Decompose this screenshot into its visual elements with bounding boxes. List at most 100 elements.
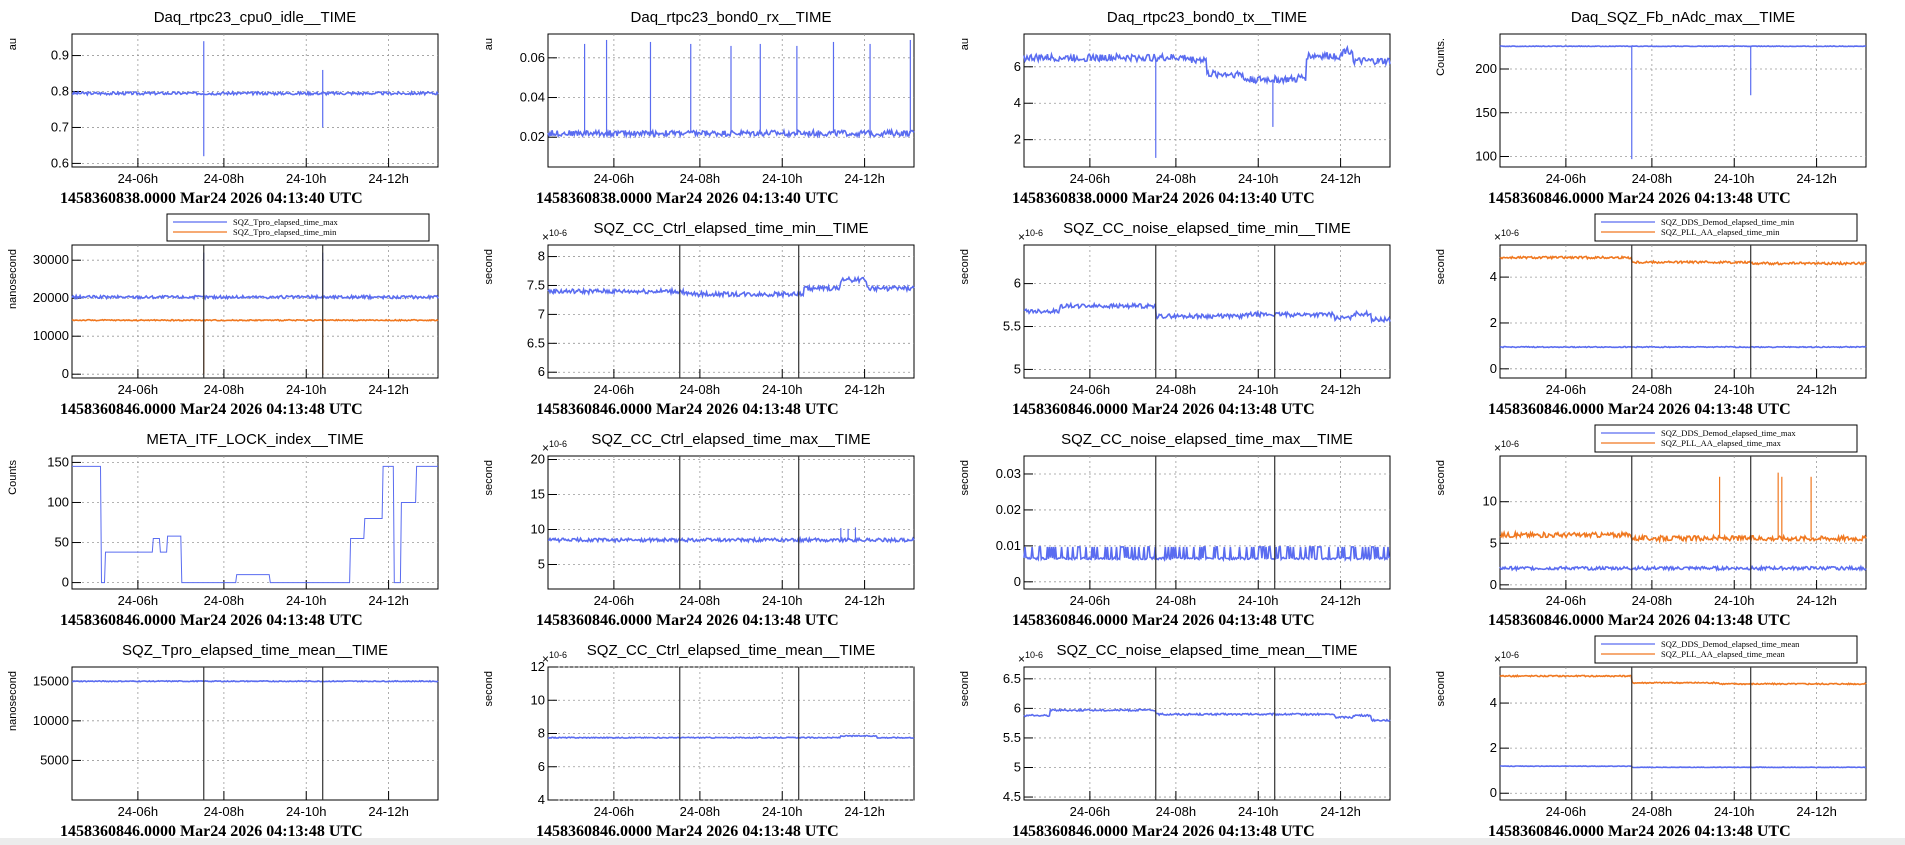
y-axis-label: second xyxy=(959,249,971,284)
x-tick-label: 24-06h xyxy=(594,171,634,186)
y-tick-label: 4 xyxy=(1490,269,1497,284)
y-tick-label: 5 xyxy=(1490,535,1497,550)
x-tick-label: 24-06h xyxy=(1070,593,1110,608)
plot-frame xyxy=(1499,33,1867,168)
y-tick-label: 6 xyxy=(538,759,545,774)
y-axis-label: Counts xyxy=(7,460,19,495)
x-tick-label: 24-08h xyxy=(204,171,244,186)
chart-title: SQZ_Tpro_elapsed_time_mean__TIME xyxy=(122,642,388,659)
y-axis-label: second xyxy=(483,249,495,284)
chart-svg: SQZ_CC_Ctrl_elapsed_time_mean__TIME ×10-6… xyxy=(483,642,915,840)
timestamp-footer: 1458360838.0000 Mar24 2026 04:13:40 UTC xyxy=(1012,190,1315,207)
plot-frame xyxy=(1499,666,1867,801)
timestamp-footer: 1458360846.0000 Mar24 2026 04:13:48 UTC xyxy=(536,612,839,629)
x-tick-label: 24-06h xyxy=(594,382,634,397)
y-exponent-label: ×10-6 xyxy=(1018,650,1043,666)
y-tick-label: 150 xyxy=(1475,105,1497,120)
y-tick-label: 0.6 xyxy=(51,155,69,170)
y-tick-label: 5.5 xyxy=(1003,319,1021,334)
x-tick-label: 24-12h xyxy=(844,382,884,397)
y-tick-label: 4.5 xyxy=(1003,789,1021,804)
y-tick-label: 12 xyxy=(531,659,545,674)
y-axis-label: second xyxy=(1435,671,1447,706)
y-axis-label: au xyxy=(959,38,971,50)
x-tick-label: 24-08h xyxy=(680,171,720,186)
chart-panel: SQZ_CC_Ctrl_elapsed_time_min__TIME ×10-6 6… xyxy=(476,211,952,422)
plot-frame xyxy=(1023,244,1391,379)
series-line xyxy=(1499,673,1867,686)
legend-entry: SQZ_PLL_AA_elapsed_time_min xyxy=(1661,227,1780,237)
y-tick-label: 100 xyxy=(1475,149,1497,164)
x-tick-label: 24-06h xyxy=(118,171,158,186)
y-tick-label: 5.5 xyxy=(1003,730,1021,745)
y-tick-label: 30000 xyxy=(33,252,69,267)
y-tick-label: 0.01 xyxy=(996,538,1021,553)
y-exponent-label: ×10-6 xyxy=(542,439,567,455)
chart-panel: ×10-6 0 5 10 24-06h 24-08h 24-10h 24-12h second S… xyxy=(1428,422,1904,633)
timestamp-footer: 1458360846.0000 Mar24 2026 04:13:48 UTC xyxy=(1012,401,1315,418)
chart-title: Daq_rtpc23_cpu0_idle__TIME xyxy=(154,9,357,26)
chart-title: Daq_rtpc23_bond0_tx__TIME xyxy=(1107,9,1307,26)
series-line xyxy=(71,293,439,301)
y-tick-label: 6 xyxy=(1014,276,1021,291)
legend-entry: SQZ_Tpro_elapsed_time_max xyxy=(233,217,339,227)
y-tick-label: 5000 xyxy=(40,752,69,767)
y-tick-label: 10 xyxy=(531,692,545,707)
series-line xyxy=(72,679,439,683)
series-line xyxy=(548,535,915,545)
y-tick-label: 15000 xyxy=(33,673,69,688)
y-axis-label: nanosecond xyxy=(7,249,19,309)
series-line xyxy=(1499,45,1867,48)
plot-frame xyxy=(1023,33,1391,168)
y-tick-label: 8 xyxy=(538,249,545,264)
chart-svg: Daq_rtpc23_bond0_rx__TIME 0.02 0.04 0.06 24-… xyxy=(483,9,915,207)
chart-svg: Daq_SQZ_Fb_nAdc_max__TIME 100 150 200 24-06h… xyxy=(1435,9,1867,207)
series-line xyxy=(547,734,915,740)
x-tick-label: 24-08h xyxy=(680,804,720,819)
series-line xyxy=(1023,546,1391,563)
y-tick-label: 5 xyxy=(538,557,545,572)
y-axis-label: second xyxy=(1435,249,1447,284)
chart-panel: META_ITF_LOCK_index__TIME 0 50 100 150 24-06h… xyxy=(0,422,476,633)
chart-svg: SQZ_CC_Ctrl_elapsed_time_min__TIME ×10-6 6… xyxy=(483,220,915,418)
x-tick-label: 24-12h xyxy=(1320,382,1360,397)
chart-title: SQZ_CC_noise_elapsed_time_max__TIME xyxy=(1061,431,1353,448)
timestamp-footer: 1458360846.0000 Mar24 2026 04:13:48 UTC xyxy=(60,823,363,840)
x-tick-label: 24-12h xyxy=(1796,171,1836,186)
chart-panel: SQZ_CC_Ctrl_elapsed_time_mean__TIME ×10-6… xyxy=(476,633,952,844)
y-tick-label: 100 xyxy=(47,494,69,509)
x-tick-label: 24-12h xyxy=(1320,804,1360,819)
x-tick-label: 24-06h xyxy=(1546,382,1586,397)
chart-panel: ×10-6 0 2 4 24-06h 24-08h 24-10h 24-12h second SQ… xyxy=(1428,633,1904,844)
y-tick-label: 10000 xyxy=(33,328,69,343)
series-line xyxy=(1023,44,1391,86)
y-tick-label: 10000 xyxy=(33,713,69,728)
chart-svg: SQZ_CC_Ctrl_elapsed_time_max__TIME ×10-6 5… xyxy=(483,431,915,629)
y-axis-label: nanosecond xyxy=(7,671,19,731)
chart-title: SQZ_CC_Ctrl_elapsed_time_max__TIME xyxy=(591,431,870,448)
y-tick-label: 8 xyxy=(538,726,545,741)
y-axis-label: second xyxy=(483,671,495,706)
chart-panel: Daq_SQZ_Fb_nAdc_max__TIME 100 150 200 24-06h… xyxy=(1428,0,1904,211)
y-tick-label: 7 xyxy=(538,306,545,321)
x-tick-label: 24-10h xyxy=(1714,171,1754,186)
chart-svg: ×10-6 0 2 4 24-06h 24-08h 24-10h 24-12h second SQ… xyxy=(1435,635,1867,840)
series-line xyxy=(1499,255,1867,267)
x-tick-label: 24-12h xyxy=(844,171,884,186)
timestamp-footer: 1458360846.0000 Mar24 2026 04:13:48 UTC xyxy=(1488,612,1791,629)
chart-title: SQZ_CC_noise_elapsed_time_mean__TIME xyxy=(1057,642,1358,659)
timestamp-footer: 1458360846.0000 Mar24 2026 04:13:48 UTC xyxy=(1012,823,1315,840)
x-tick-label: 24-08h xyxy=(1156,382,1196,397)
y-tick-label: 0 xyxy=(62,575,69,590)
x-tick-label: 24-12h xyxy=(844,593,884,608)
y-tick-label: 150 xyxy=(47,454,69,469)
chart-title: Daq_rtpc23_bond0_rx__TIME xyxy=(631,9,832,26)
x-tick-label: 24-06h xyxy=(1546,804,1586,819)
x-tick-label: 24-06h xyxy=(1546,593,1586,608)
x-tick-label: 24-12h xyxy=(368,171,408,186)
bottom-scroll-strip xyxy=(0,838,1905,845)
legend-entry: SQZ_Tpro_elapsed_time_min xyxy=(233,227,337,237)
y-tick-label: 4 xyxy=(1490,695,1497,710)
x-tick-label: 24-12h xyxy=(1796,593,1836,608)
